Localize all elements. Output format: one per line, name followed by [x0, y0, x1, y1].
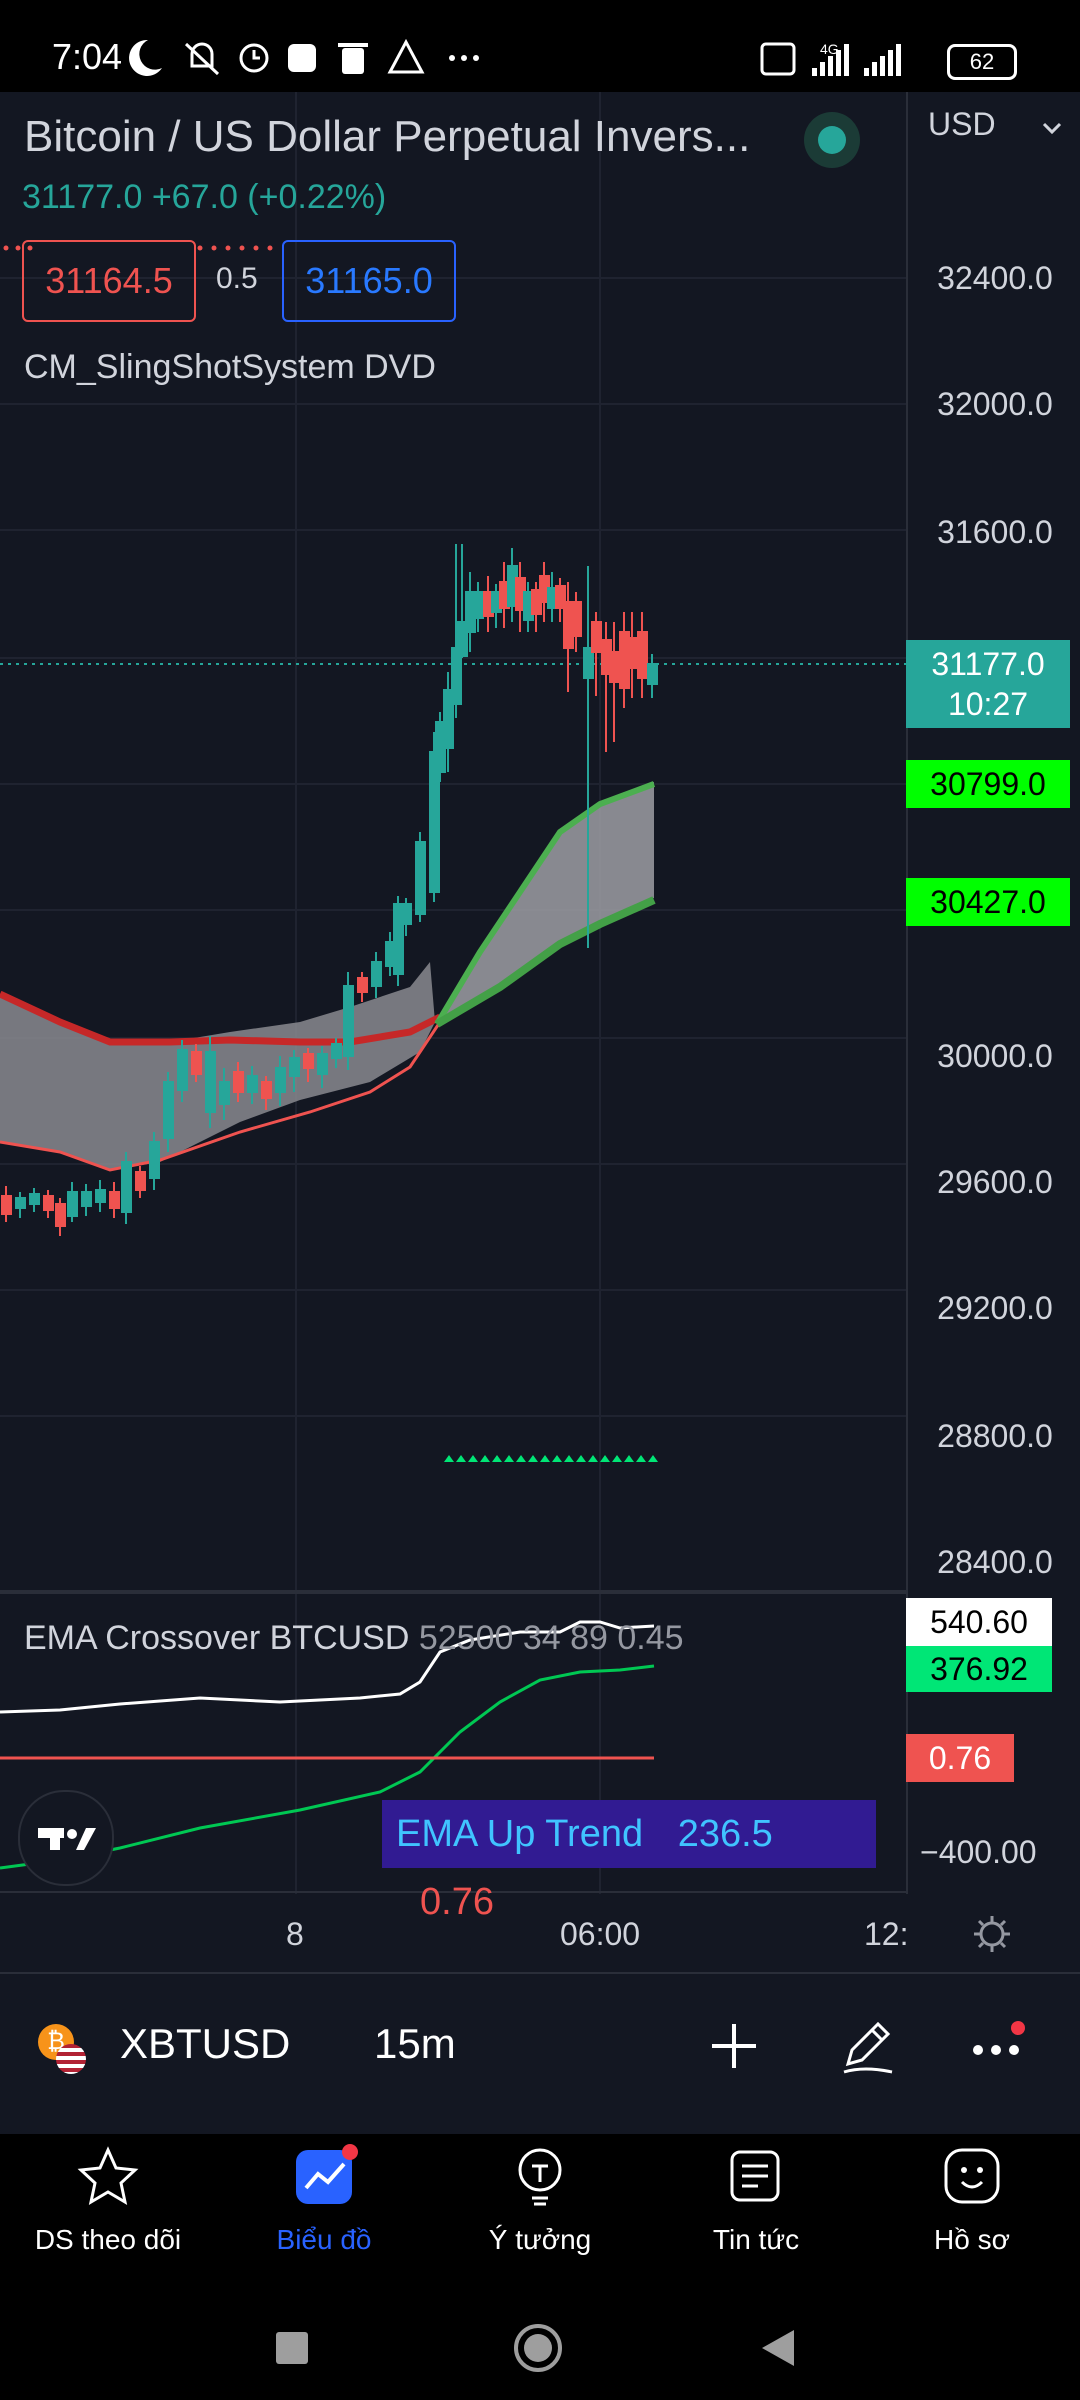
- lightbulb-icon: [518, 2148, 562, 2206]
- price-label: 32400.0: [937, 260, 1053, 296]
- tradingview-logo-icon: [38, 1828, 96, 1850]
- nav-ideas[interactable]: Ý tưởng: [432, 2134, 648, 2294]
- ema-trend-value: 236.5: [677, 1813, 773, 1855]
- price-change: 31177.0 +67.0 (+0.22%): [22, 178, 387, 216]
- price-label: 29200.0: [937, 1290, 1053, 1326]
- status-icons: [129, 38, 479, 76]
- time-label: 8: [286, 1916, 304, 1952]
- ema-slow-line: [0, 1664, 655, 1870]
- us-flag-icon: [56, 2044, 86, 2074]
- ema-trend-ratio: 0.76: [420, 1881, 494, 1923]
- grid-lines: [0, 92, 906, 1894]
- more-dots-icon: [449, 55, 479, 61]
- price-label: 29600.0: [937, 1164, 1053, 1200]
- battery-indicator: 62: [947, 44, 1017, 80]
- threshold-tag: 0.76: [906, 1734, 1014, 1782]
- moon-icon: [129, 39, 162, 76]
- nav-watchlist[interactable]: DS theo dõi: [0, 2134, 216, 2294]
- settings-gear-icon[interactable]: [972, 1914, 1012, 1954]
- price-label: 30000.0: [937, 1038, 1053, 1074]
- price-label: 28400.0: [937, 1544, 1053, 1580]
- price-label: 31600.0: [937, 514, 1053, 550]
- symbol-button[interactable]: XBTUSD: [120, 2020, 291, 2067]
- ema-fast-tag: 540.60: [906, 1598, 1052, 1646]
- ema-fast-line: [0, 1620, 655, 1714]
- signal-icon: [812, 44, 849, 76]
- indicator-label[interactable]: CM_SlingShotSystem DVD: [24, 348, 436, 386]
- symbol-title[interactable]: Bitcoin / US Dollar Perpetual Invers...: [24, 112, 751, 161]
- spread-value: 0.5: [216, 262, 258, 295]
- volte-icon: [760, 42, 796, 76]
- red-cloud-lower-line: [0, 1021, 442, 1172]
- more-menu-icon[interactable]: [970, 2018, 1030, 2074]
- green-cloud-lower-line: [434, 896, 656, 1028]
- back-button[interactable]: [758, 2326, 798, 2370]
- currency-selector[interactable]: USD: [928, 106, 996, 142]
- market-status-indicator: [804, 112, 860, 168]
- status-bar: 7:04 4G 62: [0, 0, 1080, 92]
- ema-trend-label: EMA Up Trend: [396, 1813, 644, 1855]
- status-time: 7:04: [52, 36, 123, 77]
- nav-ideas-label: Ý tưởng: [488, 2224, 592, 2255]
- ema-indicator-params: 52500 34 89 0.45: [418, 1619, 684, 1657]
- green-cloud-fill: [437, 782, 654, 1024]
- ema-indicator-label[interactable]: EMA Crossover BTCUSD 52500 34 89 0.45: [24, 1619, 684, 1658]
- last-price-value: 31177.0: [931, 646, 1045, 682]
- nav-chart[interactable]: Biểu đồ: [216, 2134, 432, 2294]
- bell-off-icon: [184, 42, 220, 76]
- time-label: 06:00: [560, 1916, 641, 1952]
- upper-band-tag: 30799.0: [906, 760, 1070, 808]
- nav-watchlist-label: DS theo dõi: [34, 2224, 182, 2255]
- ema-axis-label: −400.00: [920, 1834, 1037, 1870]
- tradingview-logo[interactable]: [18, 1790, 114, 1886]
- network-type: 4G: [820, 41, 839, 57]
- red-cloud-upper-line: [0, 990, 442, 1046]
- signal-icon-2: [864, 44, 901, 76]
- alarm-icon: [239, 43, 269, 73]
- bottom-navigation: DS theo dõi Biểu đồ Ý tưởng Tin tức Hồ s…: [0, 2134, 1080, 2294]
- buy-markers: [444, 1455, 658, 1462]
- drawing-pencil-icon[interactable]: [836, 2014, 900, 2078]
- ship-icon: [387, 38, 425, 74]
- smiley-icon: [944, 2148, 1000, 2204]
- nav-news[interactable]: Tin tức: [648, 2134, 864, 2294]
- bar-countdown: 10:27: [947, 686, 1029, 722]
- system-navigation: [0, 2294, 1080, 2400]
- interval-button[interactable]: 15m: [374, 2020, 456, 2067]
- recents-button[interactable]: [276, 2332, 308, 2364]
- star-icon: [77, 2146, 139, 2206]
- ema-trend-box: EMA Up Trend 236.5 0.76: [382, 1800, 876, 1923]
- chevron-down-icon[interactable]: [1040, 120, 1064, 136]
- signal-icons: 4G: [760, 41, 901, 76]
- nav-profile[interactable]: Hồ sơ: [864, 2134, 1080, 2294]
- sell-price-button[interactable]: 31164.5: [22, 240, 196, 322]
- add-icon[interactable]: [706, 2018, 762, 2074]
- nav-news-label: Tin tức: [712, 2224, 800, 2255]
- sell-markers: [3, 245, 273, 251]
- time-label: 12:: [864, 1916, 909, 1952]
- price-axis[interactable]: USD 32400.0 32000.0 31600.0 30000.0 2960…: [906, 92, 1080, 1894]
- last-price-tag: 31177.0 10:27: [906, 640, 1070, 728]
- price-label: 28800.0: [937, 1418, 1053, 1454]
- green-cloud-upper-line: [434, 781, 656, 1026]
- red-cloud-fill: [0, 962, 435, 1170]
- trash-icon: [338, 43, 368, 74]
- candles: [1, 544, 658, 1236]
- chart-canvas[interactable]: [0, 92, 906, 1894]
- chart-icon: [296, 2144, 358, 2204]
- symbol-toolbar: ₿ XBTUSD 15m: [0, 1972, 1080, 2124]
- price-label: 32000.0: [937, 386, 1053, 422]
- nav-chart-label: Biểu đồ: [276, 2224, 372, 2255]
- lower-band-tag: 30427.0: [906, 878, 1070, 926]
- buy-price-button[interactable]: 31165.0: [282, 240, 456, 322]
- nav-profile-label: Hồ sơ: [934, 2224, 1010, 2255]
- home-button[interactable]: [512, 2322, 564, 2374]
- ema-indicator-name: EMA Crossover BTCUSD: [24, 1619, 410, 1657]
- ema-slow-tag: 376.92: [906, 1646, 1052, 1692]
- app-icon: [288, 44, 316, 72]
- news-icon: [730, 2150, 780, 2202]
